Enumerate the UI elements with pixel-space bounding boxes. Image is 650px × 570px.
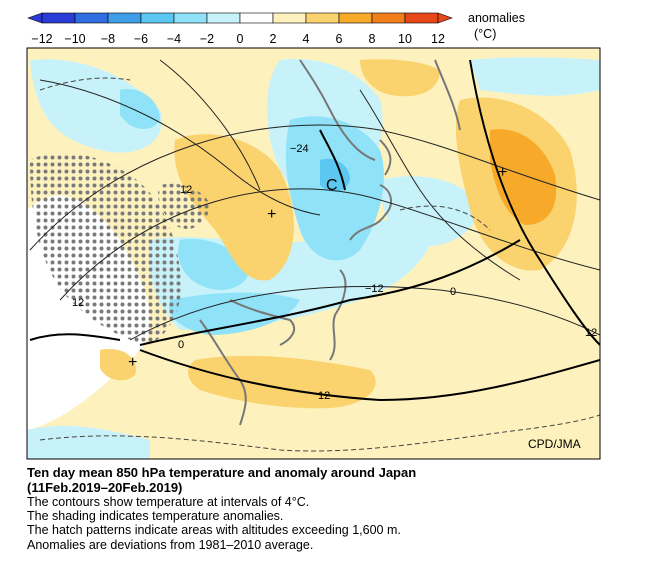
- legend-unit: (°C): [474, 27, 497, 41]
- warm-max-marker-china: +: [267, 206, 276, 223]
- caption-line-shading: The shading indicates temperature anomal…: [27, 509, 284, 524]
- contour-label-minus12: −12: [365, 283, 384, 295]
- contour-label-12-east: 12: [585, 327, 597, 339]
- colorbar-tick-label: 4: [303, 32, 310, 46]
- colorbar-arrow-high: [437, 12, 453, 24]
- warm-anomaly-north-china: [174, 134, 294, 281]
- credit-label: CPD/JMA: [528, 437, 581, 451]
- caption: Ten day mean 850 hPa temperature and ano…: [27, 465, 627, 552]
- temperature-contours: [29, 59, 600, 341]
- warm-anomaly-okhotsk: [360, 59, 440, 97]
- colorbar-tick-label: 10: [398, 32, 412, 46]
- strong-cold-anomaly: [320, 158, 350, 192]
- caption-line-anomaly-baseline: Anomalies are deviations from 1981–2010 …: [27, 537, 314, 552]
- colorbar-ticks: −12 −10 −8 −6 −4 −2 0 2 4 6 8 10 12: [31, 32, 445, 46]
- cold-center-marker: C: [326, 177, 338, 194]
- cold-anomaly-mongolia: [120, 89, 160, 130]
- major-contours: [29, 59, 600, 402]
- light-blue-area-northeast: [470, 57, 600, 96]
- dashed-anomaly-contours: [39, 77, 600, 452]
- colorbar-tick-label: 6: [336, 32, 343, 46]
- light-blue-area-east: [380, 176, 480, 247]
- colorbar-tick-label: −12: [31, 32, 52, 46]
- anomaly-colorbar: −12 −10 −8 −6 −4 −2 0 2 4 6 8 10 12: [27, 12, 453, 46]
- colorbar-tick-label: 8: [369, 32, 376, 46]
- contour-label-12-mongolia: 12: [180, 184, 192, 196]
- contour-label-12-west: 12: [72, 297, 84, 309]
- caption-line-hatch: The hatch patterns indicate areas with a…: [27, 523, 401, 538]
- warm-max-marker-pacific: +: [498, 164, 507, 181]
- map-frame: [26, 47, 601, 460]
- legend-title: anomalies: [468, 11, 525, 25]
- cold-anomaly-yellow-sea: [169, 292, 300, 335]
- temperature-anomaly-map: −24 −12 0 12 12 12 12 0 12 C + + +: [26, 47, 601, 460]
- colorbar-tick-label: −10: [64, 32, 85, 46]
- colorbar-tick-label: −4: [167, 32, 181, 46]
- warm-anomaly-south-china: [100, 349, 136, 381]
- high-terrain-hatch-tibet: [30, 152, 182, 345]
- light-blue-area-southwest: [27, 425, 150, 459]
- caption-title: Ten day mean 850 hPa temperature and ano…: [27, 465, 417, 480]
- caption-period: (11Feb.2019–20Feb.2019): [27, 480, 183, 495]
- colorbar-tick-label: −6: [134, 32, 148, 46]
- colorbar-tick-label: 2: [270, 32, 277, 46]
- colorbar-tick-label: 12: [431, 32, 445, 46]
- colorbar-tick-label: −8: [101, 32, 115, 46]
- colorbar-segments: [27, 12, 453, 24]
- strong-warm-anomaly-pacific: [490, 129, 557, 225]
- colorbar-tick-label: 0: [237, 32, 244, 46]
- light-blue-area-northwest: [30, 59, 162, 153]
- contour-label-0-east: 0: [450, 286, 456, 298]
- caption-line-contours: The contours show temperature at interva…: [27, 495, 310, 509]
- colorbar-tick-label: −2: [200, 32, 214, 46]
- contour-label-0-west: 0: [178, 339, 184, 351]
- warm-max-marker-south: +: [128, 354, 137, 371]
- contour-label-12-south: 12: [318, 390, 330, 402]
- contour-label-minus24: −24: [290, 143, 309, 155]
